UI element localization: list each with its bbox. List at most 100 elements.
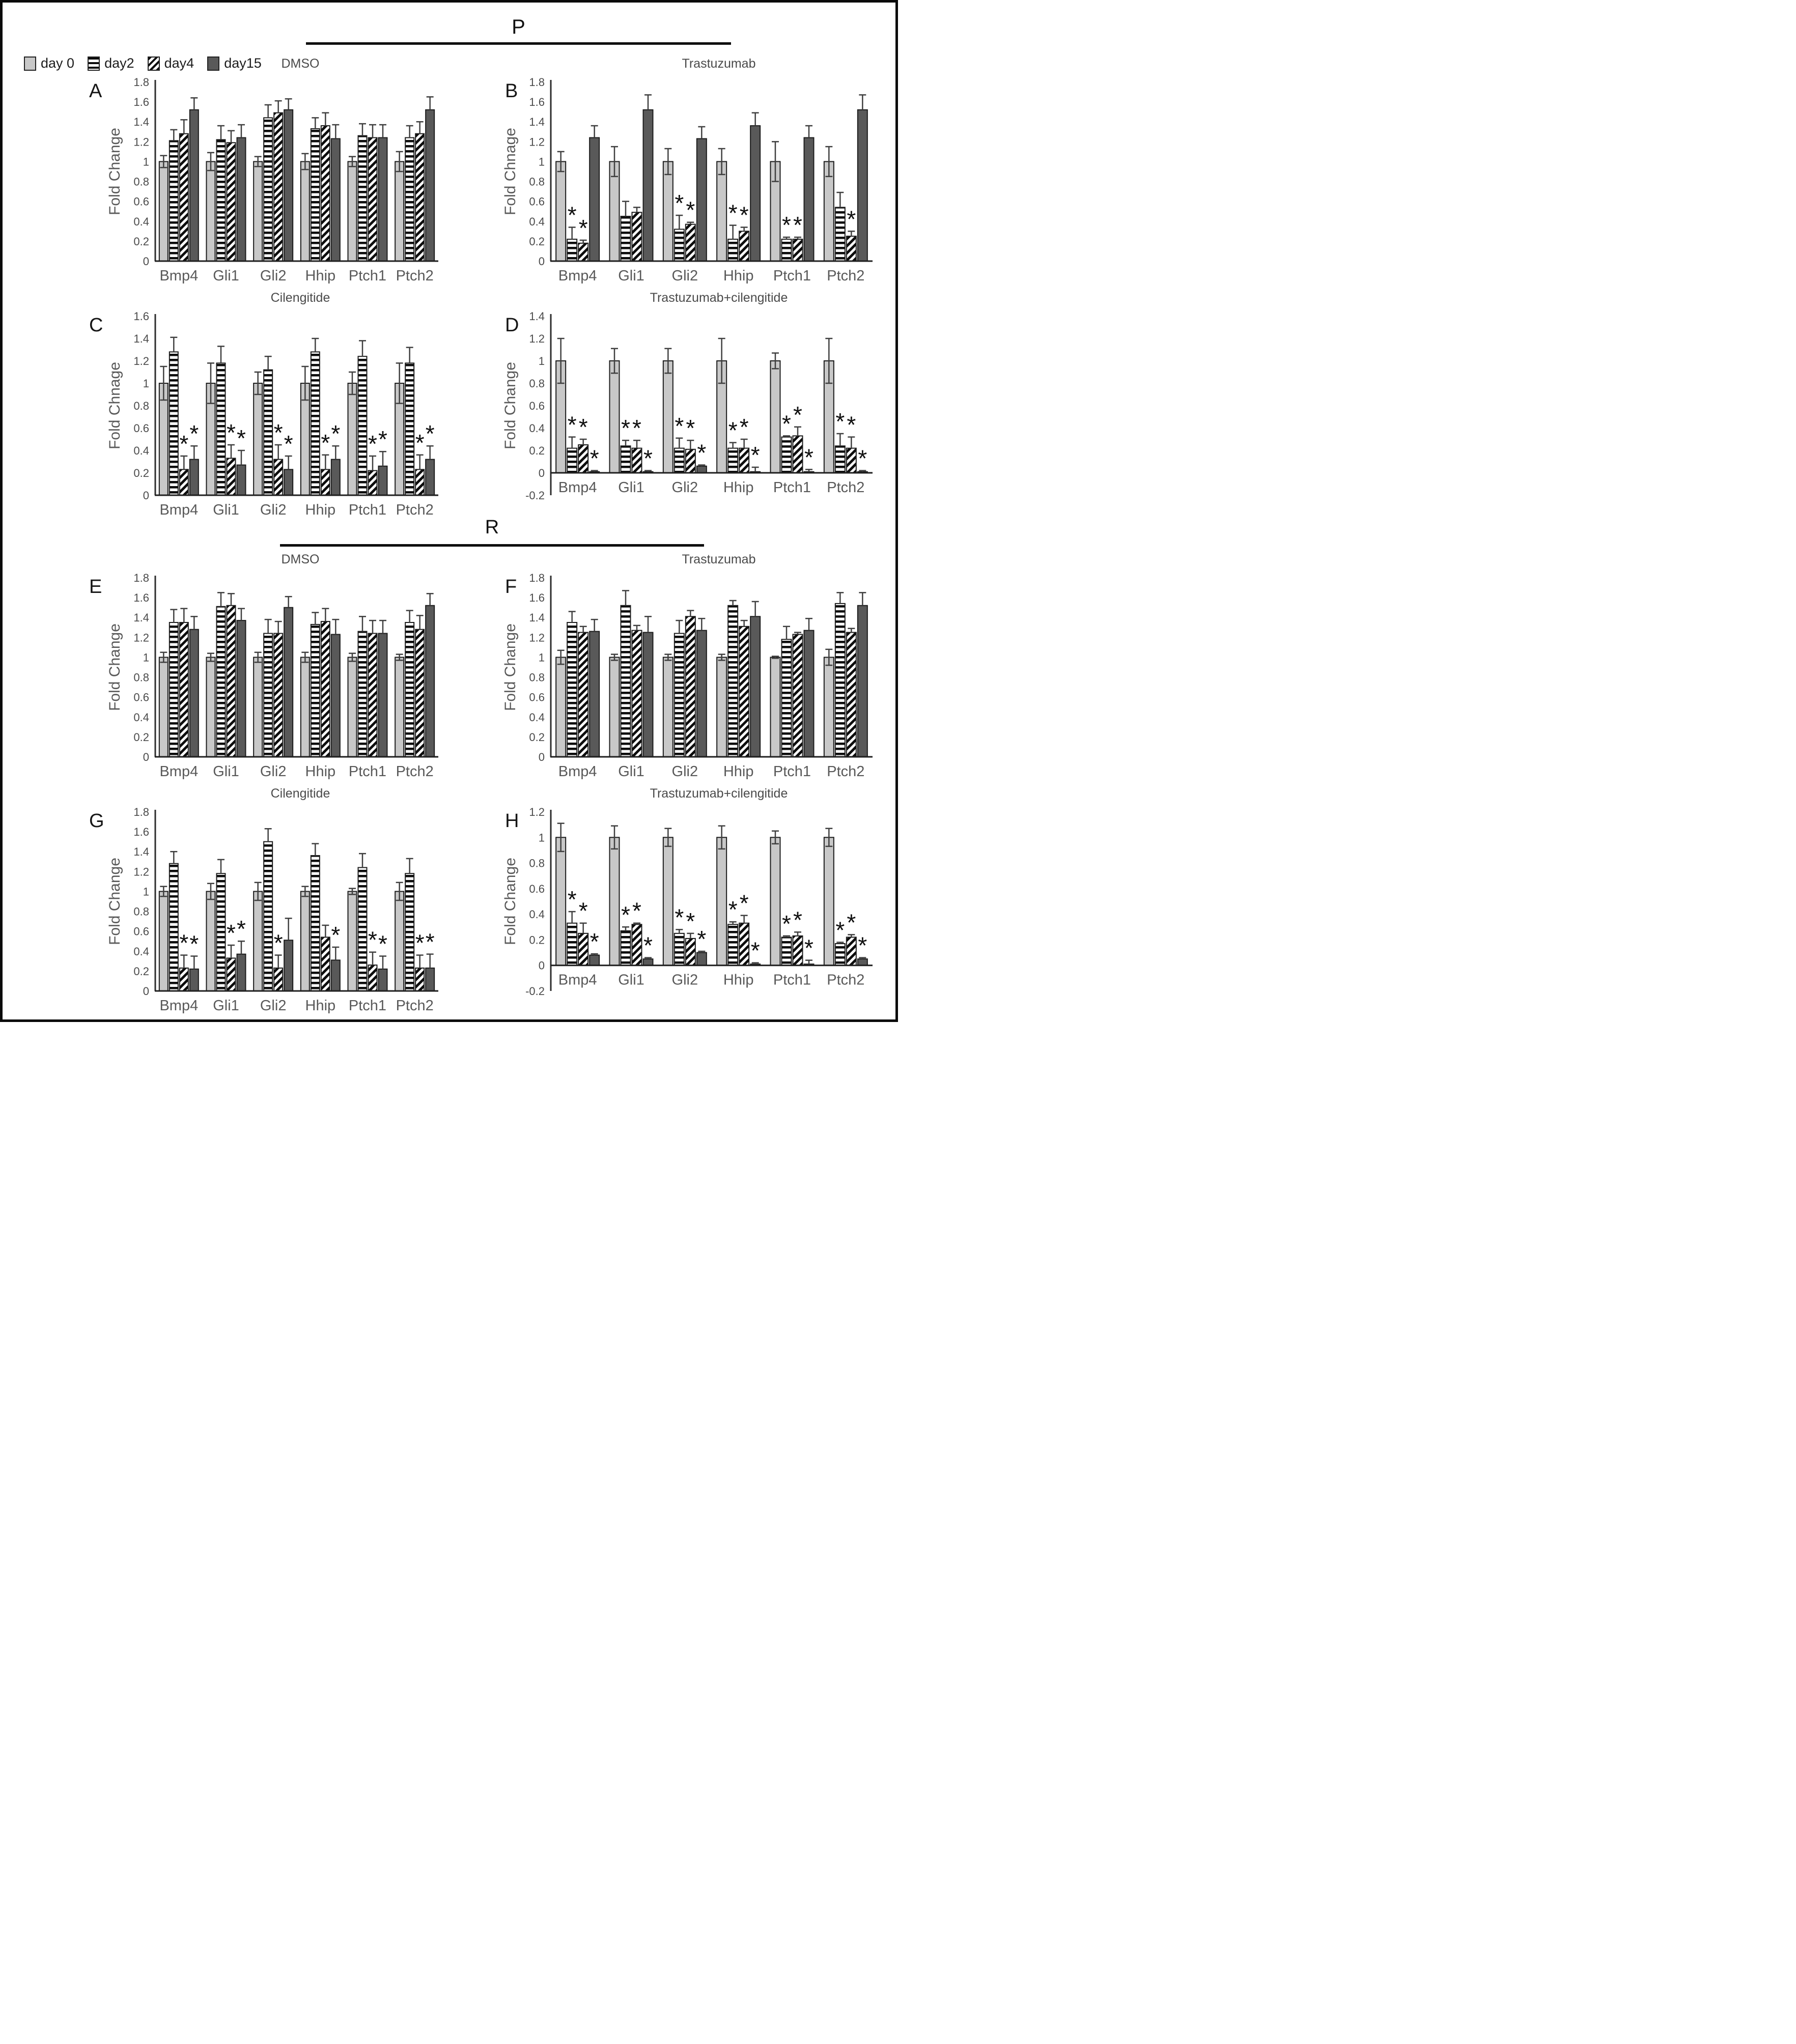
bar-day0-Gli2: [253, 383, 263, 496]
bar-day4-Bmp4: [179, 622, 189, 757]
bar-day15-Ptch2: [425, 459, 435, 496]
sig-star: *: [740, 890, 749, 917]
bar-day4-Ptch1: [792, 238, 803, 262]
y-axis-title: Fold Change: [106, 858, 123, 945]
y-tick-label: 1.2: [133, 865, 149, 878]
sig-star: *: [590, 445, 599, 472]
section-r-label: R: [485, 517, 499, 538]
bar-day0-Hhip: [300, 657, 310, 757]
sig-star: *: [740, 202, 749, 229]
bar-day4-Gli1: [226, 142, 236, 262]
bar-day2-Gli2: [674, 447, 685, 474]
y-tick-label: -0.2: [525, 985, 545, 998]
bar-day4-Gli2: [685, 448, 696, 473]
x-tick-label: Ptch1: [773, 763, 811, 780]
panel-letter-G: G: [89, 810, 104, 832]
x-tick-label: Ptch2: [827, 972, 864, 988]
bar-day15-Ptch1: [378, 968, 388, 992]
sig-star: *: [782, 212, 791, 238]
row-2: Cilengitide 0 0.2 0.4 0.6 0.8 1 1.2 1.4 1.6 Fold …: [8, 288, 890, 522]
x-tick-label: Ptch2: [396, 502, 434, 518]
sig-star: *: [426, 420, 435, 447]
bar-day2-Ptch2: [405, 873, 415, 991]
bar-day2-Gli1: [620, 930, 631, 966]
sig-star: *: [579, 898, 588, 924]
y-tick-label: 1.6: [133, 96, 149, 108]
bar-day15-Ptch2: [857, 605, 868, 757]
bar-day2-Ptch1: [781, 639, 792, 757]
y-tick-label: 0.4: [133, 945, 149, 958]
bar-day0-Gli1: [609, 360, 620, 473]
x-tick-label: Gli2: [672, 972, 698, 988]
row-4: Cilengitide 0 0.2 0.4 0.6 0.8 1 1.2 1.4 1.6 1.8 Fo…: [8, 783, 890, 1017]
bar-day4-Hhip: [739, 231, 750, 262]
sig-star: *: [590, 928, 599, 955]
x-tick-label: Hhip: [723, 763, 754, 780]
bar-day4-Ptch1: [368, 137, 378, 262]
chart-svg-A: 0 0.2 0.4 0.6 0.8 1 1.2 1.4 1.6 1.8 Fold Change A Bm…: [89, 76, 438, 284]
bar-day2-Bmp4: [169, 863, 179, 991]
y-tick-label: 1.8: [133, 76, 149, 89]
bar-day15-Gli1: [642, 109, 654, 262]
bar-day4-Gli2: [273, 633, 284, 757]
x-tick-label: Ptch2: [396, 268, 434, 284]
x-tick-label: Ptch2: [396, 763, 434, 780]
bar-day2-Hhip: [310, 128, 320, 262]
sig-star: *: [579, 215, 588, 241]
bar-day4-Bmp4: [179, 968, 189, 991]
x-tick-label: Bmp4: [159, 763, 198, 780]
bar-day15-Gli2: [284, 940, 294, 991]
x-tick-label: Gli2: [260, 268, 287, 284]
sig-star: *: [847, 412, 856, 438]
y-tick-label: 0.8: [133, 176, 149, 188]
sig-star: *: [782, 911, 791, 937]
x-tick-label: Ptch1: [773, 972, 811, 988]
bar-day2-Ptch2: [405, 137, 415, 262]
bar-day0-Bmp4: [555, 657, 567, 757]
chart-svg-E: 0 0.2 0.4 0.6 0.8 1 1.2 1.4 1.6 1.8 Fold Change E Bm…: [89, 572, 438, 780]
y-tick-label: 1: [539, 831, 545, 844]
bar-day15-Gli2: [696, 952, 707, 966]
y-axis-title: Fold Change: [502, 362, 519, 449]
sig-star: *: [835, 408, 845, 435]
sig-star: *: [321, 430, 330, 456]
sig-star: *: [782, 410, 791, 437]
sig-star: *: [686, 908, 695, 934]
y-tick-label: 0.2: [529, 933, 545, 946]
bar-day0-Ptch2: [823, 837, 834, 966]
bar-day2-Gli2: [263, 117, 273, 262]
y-tick-label: 0.6: [133, 195, 149, 208]
bar-day4-Hhip: [320, 469, 330, 496]
bar-day15-Bmp4: [589, 631, 600, 757]
y-tick-label: 1.6: [529, 591, 545, 604]
y-tick-label: 1.4: [133, 116, 149, 128]
sig-star: *: [189, 420, 199, 447]
panel-b-title: Trastuzumab: [682, 56, 756, 71]
bar-day4-Ptch1: [792, 935, 803, 966]
bar-day4-Ptch2: [846, 447, 857, 474]
sig-star: *: [728, 896, 738, 923]
x-tick-label: Ptch1: [349, 502, 386, 518]
sig-star: *: [426, 929, 435, 955]
y-tick-label: 0: [539, 959, 545, 972]
panel-letter-D: D: [505, 315, 519, 336]
x-tick-label: Gli1: [213, 763, 239, 780]
x-tick-label: Gli2: [672, 763, 698, 780]
sig-star: *: [728, 417, 738, 444]
bar-day2-Bmp4: [169, 351, 179, 496]
bar-day4-Ptch2: [846, 236, 857, 262]
sig-star: *: [804, 444, 813, 470]
sig-star: *: [274, 930, 283, 956]
bar-day4-Gli2: [685, 616, 696, 758]
sig-star: *: [331, 922, 340, 948]
bar-day2-Ptch2: [834, 207, 846, 262]
y-tick-label: 1: [539, 651, 545, 664]
bar-day0-Hhip: [716, 657, 727, 757]
bar-day4-Bmp4: [578, 632, 589, 757]
sig-star: *: [835, 917, 845, 943]
bar-day0-Gli2: [662, 161, 674, 262]
y-tick-label: 1.8: [133, 572, 149, 584]
y-tick-label: 0.8: [133, 905, 149, 918]
x-tick-label: Ptch2: [827, 479, 864, 496]
sig-star: *: [378, 931, 387, 957]
